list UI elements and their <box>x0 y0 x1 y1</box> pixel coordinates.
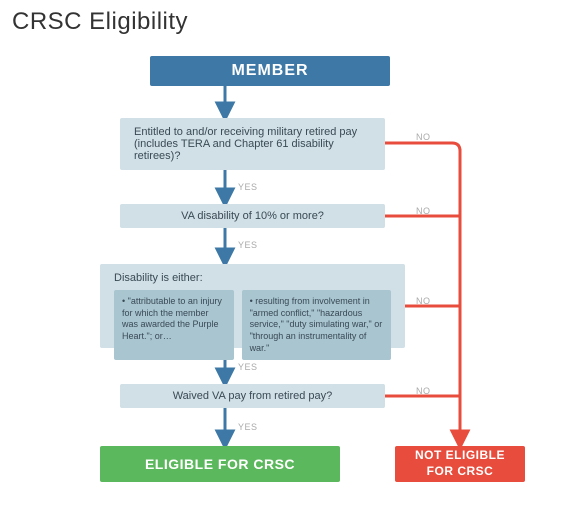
q3-title: Disability is either: <box>114 272 391 284</box>
yes-label: YES <box>238 182 258 192</box>
q3-sub-left: • "attributable to an injury for which t… <box>114 290 234 360</box>
node-not-eligible: NOT ELIGIBLE FOR CRSC <box>395 446 525 482</box>
node-q2: VA disability of 10% or more? <box>120 204 385 228</box>
no-label: NO <box>416 296 431 306</box>
q1-text: Entitled to and/or receiving military re… <box>134 126 357 162</box>
node-q4: Waived VA pay from retired pay? <box>120 384 385 408</box>
yes-label: YES <box>238 362 258 372</box>
yes-label: YES <box>238 422 258 432</box>
node-q3: Disability is either: • "attributable to… <box>100 264 405 348</box>
no-label: NO <box>416 386 431 396</box>
member-label: MEMBER <box>231 62 308 80</box>
node-eligible: ELIGIBLE FOR CRSC <box>100 446 340 482</box>
node-member: MEMBER <box>150 56 390 86</box>
no-label: NO <box>416 206 431 216</box>
not-eligible-line1: NOT ELIGIBLE <box>415 448 505 464</box>
q3-sub-right: • resulting from involvement in "armed c… <box>242 290 391 360</box>
eligible-label: ELIGIBLE FOR CRSC <box>145 456 295 472</box>
yes-label: YES <box>238 240 258 250</box>
node-q1: Entitled to and/or receiving military re… <box>120 118 385 170</box>
page-title: CRSC Eligibility <box>0 0 576 36</box>
q2-text: VA disability of 10% or more? <box>181 210 324 222</box>
q4-text: Waived VA pay from retired pay? <box>173 390 333 402</box>
not-eligible-line2: FOR CRSC <box>427 464 494 480</box>
flowchart: MEMBER Entitled to and/or receiving mili… <box>0 36 576 506</box>
no-label: NO <box>416 132 431 142</box>
